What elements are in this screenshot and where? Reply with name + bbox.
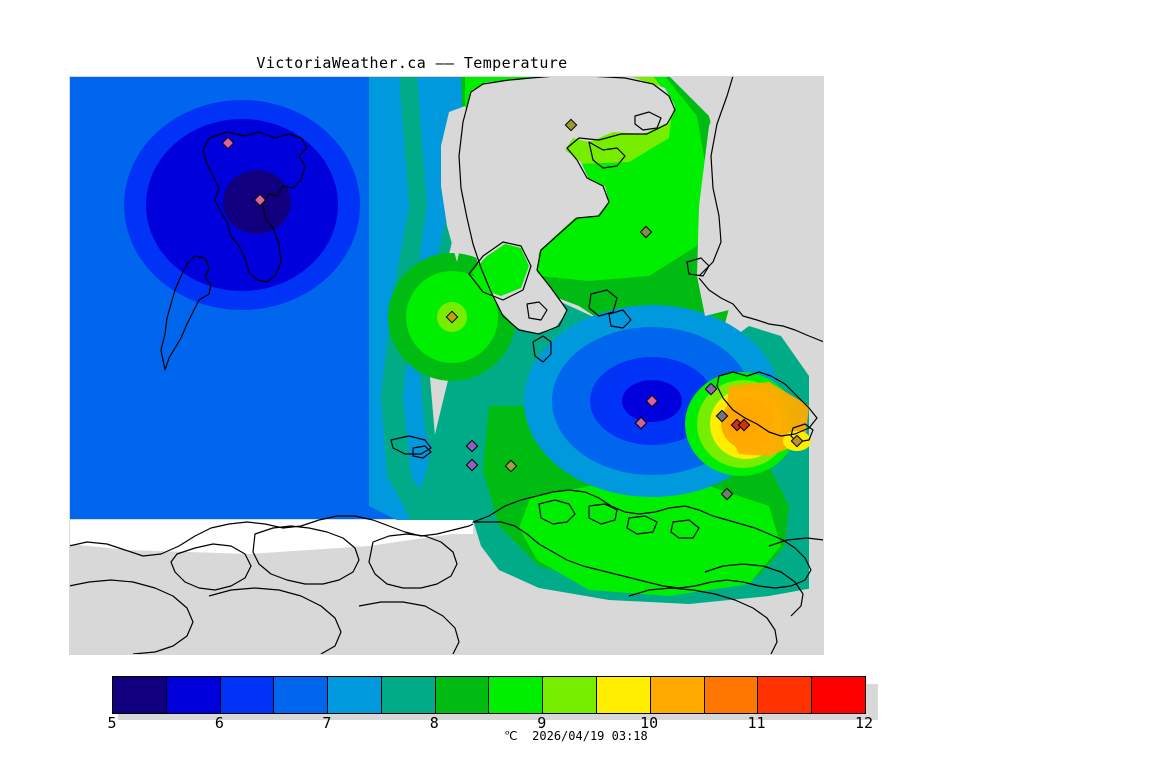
colorbar-band-3: [274, 677, 329, 713]
station-marker[interactable]: [504, 459, 518, 473]
field-layer: [69, 76, 824, 655]
colorbar-ticks: 5 6 7 8 9 10 11 12: [0, 714, 1152, 732]
map-canvas: [69, 76, 824, 655]
colorbar-tick-7: 7: [322, 714, 332, 732]
colorbar-tick-9: 9: [537, 714, 547, 732]
colorbar[interactable]: [112, 676, 866, 714]
colorbar-band-4: [328, 677, 382, 713]
station-marker[interactable]: [253, 193, 267, 207]
colorbar-tick-5: 5: [107, 714, 117, 732]
station-marker[interactable]: [445, 310, 459, 324]
station-marker[interactable]: [704, 382, 718, 396]
station-marker[interactable]: [730, 418, 744, 432]
station-marker[interactable]: [720, 487, 734, 501]
colorbar-caption: ℃ 2026/04/19 03:18: [504, 729, 648, 743]
colorbar-band-2: [220, 677, 275, 713]
colorbar-band-13: [812, 677, 865, 713]
colorbar-tick-10: 10: [640, 714, 659, 732]
station-marker[interactable]: [634, 416, 648, 430]
station-marker[interactable]: [737, 418, 751, 432]
colorbar-tick-6: 6: [214, 714, 224, 732]
station-marker[interactable]: [465, 458, 479, 472]
station-markers[interactable]: [221, 118, 804, 501]
colorbar-band-7: [489, 677, 544, 713]
station-marker[interactable]: [465, 439, 479, 453]
page-title: VictoriaWeather.ca —— Temperature: [256, 54, 568, 72]
colorbar-tick-12: 12: [854, 714, 874, 732]
temperature-map[interactable]: [69, 76, 824, 655]
colorbar-band-6: [435, 677, 490, 713]
colorbar-band-1: [166, 677, 221, 713]
colorbar-cells: [112, 676, 866, 714]
station-marker[interactable]: [564, 118, 578, 132]
colorbar-band-11: [704, 677, 759, 713]
station-marker[interactable]: [221, 136, 235, 150]
station-marker[interactable]: [645, 394, 659, 408]
colorbar-band-12: [758, 677, 813, 713]
station-marker[interactable]: [715, 409, 729, 423]
station-marker[interactable]: [639, 225, 653, 239]
colorbar-band-9: [597, 677, 651, 713]
station-marker[interactable]: [790, 434, 804, 448]
coastlines: [69, 76, 824, 655]
colorbar-band-5: [381, 677, 436, 713]
colorbar-band-8: [543, 677, 598, 713]
colorbar-band-10: [650, 677, 705, 713]
colorbar-tick-8: 8: [429, 714, 439, 732]
colorbar-band-0: [113, 677, 167, 713]
colorbar-tick-11: 11: [747, 714, 766, 732]
